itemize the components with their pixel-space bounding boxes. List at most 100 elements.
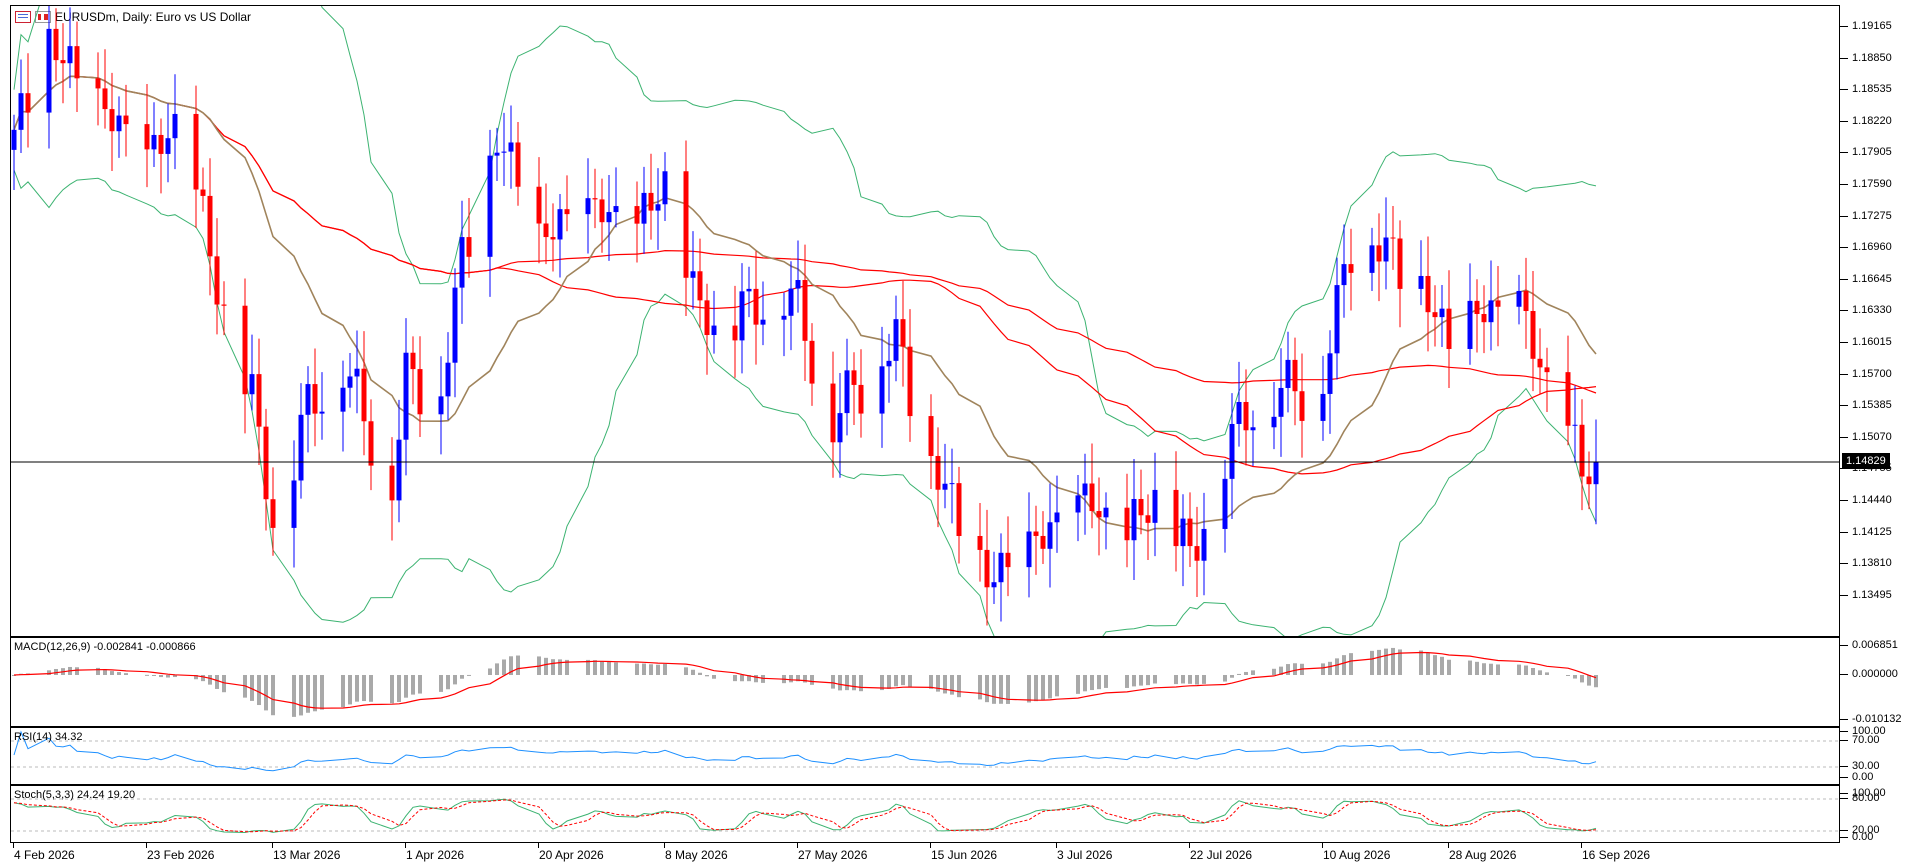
candle-body: [984, 549, 990, 588]
time-tick-mark: [1189, 843, 1190, 848]
macd-histogram-bar: [12, 675, 16, 676]
macd-histogram-bar: [306, 675, 310, 713]
candle-body: [1201, 528, 1207, 561]
list-icon[interactable]: [15, 11, 31, 23]
candle-body: [172, 113, 178, 139]
stoch-tick-label: 80.00: [1852, 792, 1880, 804]
candle-body: [95, 78, 101, 89]
macd-histogram-bar: [1181, 675, 1185, 684]
candle-body: [690, 271, 696, 278]
candle-body: [291, 480, 297, 528]
time-tick-label: 10 Aug 2026: [1323, 848, 1391, 862]
candle-body: [732, 325, 738, 341]
macd-histogram-bar: [159, 675, 163, 678]
macd-svg: [12, 647, 1598, 717]
stoch-tick-mark: [1840, 793, 1848, 794]
macd-histogram-bar: [761, 675, 765, 683]
candle-body: [1040, 535, 1046, 549]
macd-histogram-bar: [1132, 675, 1136, 687]
candle-body: [795, 280, 801, 289]
candle-body: [368, 421, 374, 466]
macd-histogram-bar: [992, 675, 996, 704]
time-tick-label: 23 Feb 2026: [147, 848, 215, 862]
candle-body: [1586, 476, 1592, 485]
time-tick-mark: [146, 843, 147, 848]
candle-body: [1271, 416, 1277, 428]
candle-body: [928, 416, 934, 456]
macd-histogram-bar: [1104, 675, 1108, 688]
macd-histogram-bar: [1342, 655, 1346, 675]
rsi-tick-mark: [1840, 766, 1848, 767]
macd-histogram-bar: [593, 660, 597, 675]
macd-histogram-bar: [712, 675, 716, 679]
price-tick-label: 1.13495: [1852, 588, 1892, 601]
price-tick-mark: [1840, 215, 1848, 217]
macd-histogram-bar: [1426, 652, 1430, 675]
candle-body: [1572, 424, 1578, 426]
stoch-pane[interactable]: Stoch(5,3,3) 24.24 19.20: [10, 785, 1840, 843]
macd-histogram-bar: [1517, 664, 1521, 675]
price-axis[interactable]: 1.19165 1.18850 1.18535 1.18220 1.17905 1.175…: [1840, 0, 1920, 867]
macd-pane[interactable]: MACD(12,26,9) -0.002841 -0.000866: [10, 637, 1840, 727]
candle-body: [900, 319, 906, 347]
rsi-tick-label: 70.00: [1852, 734, 1880, 746]
candle-body: [1047, 522, 1053, 549]
macd-tick-mark: [1840, 645, 1848, 646]
macd-histogram-bar: [1482, 663, 1486, 675]
macd-histogram-bar: [1076, 675, 1080, 694]
candle-body: [1089, 483, 1095, 512]
macd-histogram-bar: [1489, 663, 1493, 675]
stoch-tick-mark: [1840, 837, 1848, 838]
macd-histogram-bar: [1272, 668, 1276, 675]
macd-histogram-bar: [908, 675, 912, 687]
macd-histogram-bar: [740, 675, 744, 682]
macd-histogram-bar: [411, 675, 415, 695]
candle-body: [1383, 237, 1389, 262]
price-tick-mark: [1840, 247, 1848, 249]
macd-histogram-bar: [460, 675, 464, 679]
candle-body: [1299, 391, 1305, 421]
candle-body: [802, 280, 808, 341]
chart-icon[interactable]: [35, 11, 51, 23]
price-tick-label: 1.18220: [1852, 114, 1892, 127]
candle-body: [249, 374, 255, 395]
time-tick-mark: [797, 843, 798, 848]
macd-histogram-bar: [446, 675, 450, 690]
price-tick-mark: [1840, 436, 1848, 438]
candle-body: [1292, 359, 1298, 392]
rsi-pane[interactable]: RSI(14) 34.32: [10, 727, 1840, 785]
macd-histogram-bar: [1377, 649, 1381, 675]
macd-histogram-bar: [1328, 661, 1332, 675]
candle-body: [214, 256, 220, 305]
macd-histogram-bar: [1153, 675, 1157, 684]
macd-histogram-bar: [166, 675, 170, 678]
candle-body: [1180, 518, 1186, 547]
stoch-main-line: [13, 798, 1597, 834]
macd-histogram-bar: [418, 675, 422, 694]
candle-body: [907, 346, 913, 417]
time-tick-label: 4 Feb 2026: [14, 848, 75, 862]
macd-histogram-bar: [1055, 675, 1059, 697]
candle-body: [1432, 312, 1438, 318]
macd-histogram-bar: [313, 675, 317, 712]
candle-body: [613, 206, 619, 213]
candle-body: [1369, 245, 1375, 273]
candle-body: [1537, 358, 1543, 368]
price-tick-label: 1.16015: [1852, 336, 1892, 348]
macd-histogram-bar: [684, 667, 688, 675]
macd-histogram-bar: [1433, 655, 1437, 675]
macd-histogram-bar: [173, 675, 177, 678]
macd-histogram-bar: [1447, 659, 1451, 675]
candle-body: [1278, 387, 1284, 417]
candle-body: [1187, 518, 1193, 547]
macd-histogram-bar: [1384, 648, 1388, 675]
candle-body: [879, 366, 885, 414]
macd-histogram-bar: [1419, 650, 1423, 675]
price-pane[interactable]: EURUSDm, Daily: Euro vs US Dollar: [10, 5, 1840, 637]
candle-body: [312, 384, 318, 414]
macd-histogram-bar: [705, 675, 709, 677]
macd-histogram-bar: [929, 675, 933, 689]
macd-histogram-bar: [250, 675, 254, 701]
time-tick-label: 1 Apr 2026: [406, 848, 465, 862]
candle-body: [1236, 401, 1242, 424]
